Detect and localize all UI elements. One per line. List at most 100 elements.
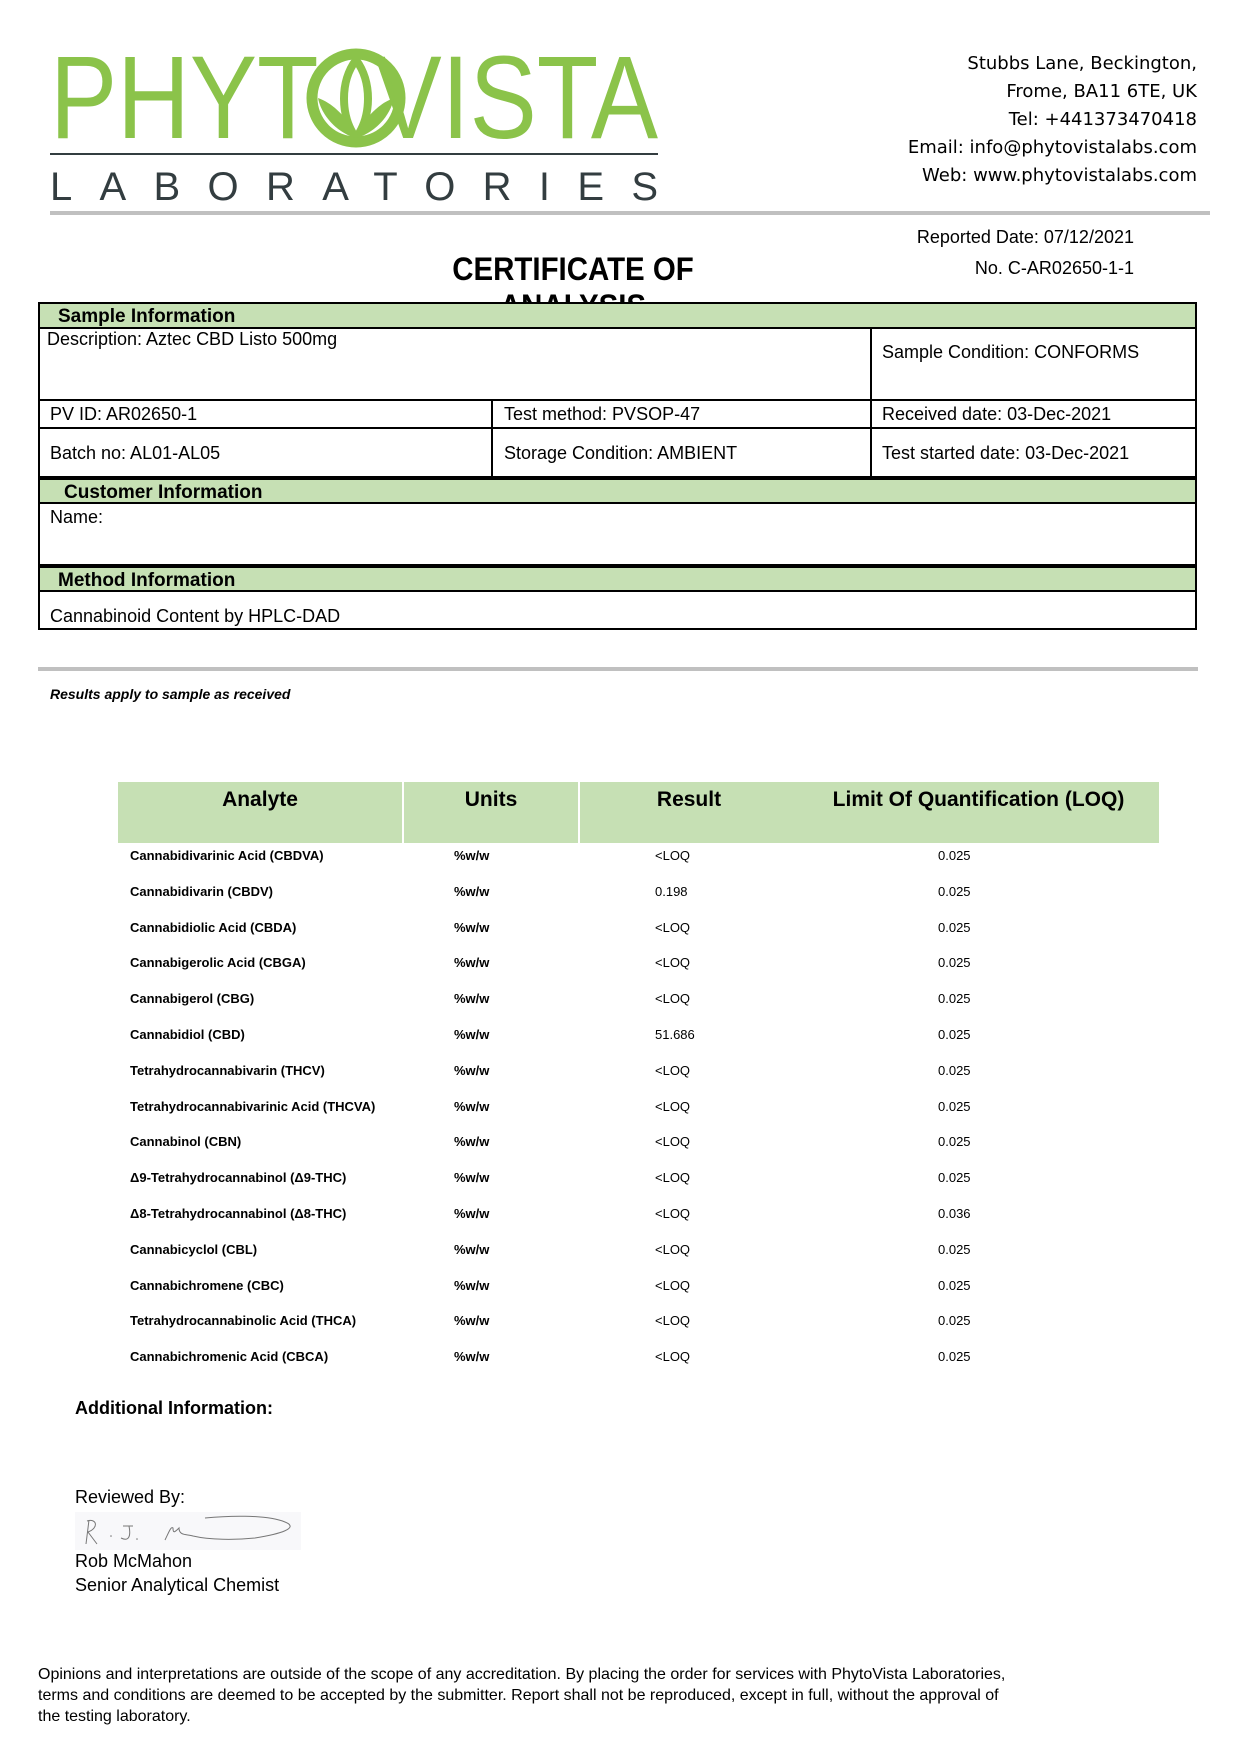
method-info-header: Method Information [38,566,1197,592]
test-method: Test method: PVSOP-47 [504,404,701,424]
analyte-loq: 0.025 [938,955,971,971]
customer-info-box [38,502,1197,566]
analyte-name: Cannabicyclol (CBL) [130,1241,258,1257]
analyte-loq: 0.025 [938,1134,971,1150]
analyte-name: Δ8-Tetrahydrocannabinol (Δ8-THC) [130,1206,347,1221]
analyte-name: Cannabinol (CBN) [130,1134,242,1150]
reviewed-by-label: Reviewed By: [75,1487,186,1507]
table-row: Δ9-Tetrahydrocannabinol (Δ9-THC) %w/w <LOQ… [118,1170,1158,1206]
table-row: Cannabidivarinic Acid (CBDVA) %w/w <LOQ 0.0… [118,848,1158,884]
analyte-result: 51.686 [655,1027,695,1042]
footer-line: Opinions and interpretations are outside… [38,1666,1006,1683]
analyte-units: %w/w [454,919,490,935]
lab-address: Stubbs Lane, Beckington, Frome, BA11 6TE… [908,50,1197,190]
footer-disclaimer: Opinions and interpretations are outside… [38,1664,1138,1727]
reviewer-title: Senior Analytical Chemist [75,1575,280,1595]
table-row: Cannabidiol (CBD) %w/w 51.686 0.025 [118,1027,1158,1063]
method-info-box [38,590,1197,630]
received-date: Received date: 03-Dec-2021 [882,404,1112,424]
table-row: Cannabichromenic Acid (CBCA) %w/w <LOQ 0.02… [118,1349,1158,1385]
col-header-units: Units [404,782,578,843]
analyte-name: Cannabichromene (CBC) [130,1277,284,1293]
table-row: Cannabicyclol (CBL) %w/w <LOQ 0.025 [118,1242,1158,1278]
analyte-units: %w/w [454,955,490,971]
table-row: Cannabidiolic Acid (CBDA) %w/w <LOQ 0.025 [118,920,1158,956]
analyte-name: Cannabigerolic Acid (CBGA) [130,955,306,971]
analyte-units: %w/w [454,1027,490,1042]
analyte-loq: 0.025 [938,1170,971,1186]
analyte-units: %w/w [454,1134,490,1150]
analyte-name: Cannabidivarinic Acid (CBDVA) [130,848,324,863]
reported-date: Reported Date: 07/12/2021 [916,227,1134,247]
analyte-result: <LOQ [655,1206,691,1221]
analyte-units: %w/w [454,848,490,863]
address-tel: Tel: +441373470418 [1008,109,1197,130]
divider [38,399,1197,401]
col-header-loq: Limit Of Quantification (LOQ) [798,782,1159,843]
table-row: Cannabichromene (CBC) %w/w <LOQ 0.025 [118,1278,1158,1314]
analyte-units: %w/w [454,1241,490,1257]
sample-info-box [38,327,1197,478]
analyte-loq: 0.025 [938,848,971,863]
analyte-result: <LOQ [655,955,691,971]
analyte-result: <LOQ [655,848,691,863]
analyte-units: %w/w [454,1313,490,1329]
customer-name: Name: [50,507,104,527]
analyte-loq: 0.036 [938,1206,971,1221]
analyte-units: %w/w [454,1098,490,1114]
logo-subtitle: LABORATORIES [50,165,658,206]
address-web: Web: www.phytovistalabs.com [922,165,1197,186]
analyte-name: Tetrahydrocannabinolic Acid (THCA) [130,1313,357,1329]
analyte-name: Cannabidiol (CBD) [130,1027,245,1042]
table-row: Cannabigerol (CBG) %w/w <LOQ 0.025 [118,991,1158,1027]
batch-no: Batch no: AL01-AL05 [50,443,221,463]
analyte-loq: 0.025 [938,1098,971,1114]
analyte-units: %w/w [454,991,490,1007]
analyte-loq: 0.025 [938,1277,971,1293]
col-header-analyte: Analyte [118,782,402,843]
analyte-loq: 0.025 [938,919,971,935]
section-divider [38,667,1198,671]
table-row: Cannabinol (CBN) %w/w <LOQ 0.025 [118,1134,1158,1170]
analyte-result: <LOQ [655,1134,691,1150]
analyte-name: Cannabigerol (CBG) [130,991,255,1007]
reviewer-name: Rob McMahon [75,1551,193,1571]
analyte-name: Cannabichromenic Acid (CBCA) [130,1349,329,1365]
table-row: Tetrahydrocannabivarinic Acid (THCVA) %w/… [118,1099,1158,1135]
analyte-result: <LOQ [655,1062,691,1078]
analyte-units: %w/w [454,1206,490,1221]
analyte-name: Δ9-Tetrahydrocannabinol (Δ9-THC) [130,1170,347,1186]
analyte-result: <LOQ [655,1170,691,1186]
report-number: No. C-AR02650-1-1 [974,258,1134,278]
analyte-result: <LOQ [655,991,691,1007]
table-row: Δ8-Tetrahydrocannabinol (Δ8-THC) %w/w <LOQ… [118,1206,1158,1242]
analyte-units: %w/w [454,1349,490,1365]
analyte-loq: 0.025 [938,1313,971,1329]
divider [491,399,493,478]
analyte-name: Tetrahydrocannabivarinic Acid (THCVA) [130,1098,376,1114]
analyte-name: Cannabidivarin (CBDV) [130,883,274,899]
address-line2: Frome, BA11 6TE, UK [1006,81,1197,102]
analyte-loq: 0.025 [938,1241,971,1257]
analyte-loq: 0.025 [938,883,971,899]
analyte-result: <LOQ [655,1349,691,1365]
header-divider [50,211,1210,215]
table-row: Tetrahydrocannabivarin (THCV) %w/w <LOQ 0.0… [118,1063,1158,1099]
pv-id: PV ID: AR02650-1 [50,404,198,424]
analyte-result: <LOQ [655,1098,691,1114]
analyte-loq: 0.025 [938,1027,971,1042]
additional-info-label: Additional Information: [75,1398,273,1418]
table-row: Tetrahydrocannabinolic Acid (THCA) %w/w <L… [118,1313,1158,1349]
analyte-loq: 0.025 [938,1349,971,1365]
address-line1: Stubbs Lane, Beckington, [967,53,1197,74]
col-header-result: Result [580,782,798,843]
table-row: Cannabigerolic Acid (CBGA) %w/w <LOQ 0.025 [118,955,1158,991]
address-email: Email: info@phytovistalabs.com [907,137,1197,158]
analyte-units: %w/w [454,1170,490,1186]
analyte-units: %w/w [454,1062,490,1078]
results-note: Results apply to sample as received [50,686,291,702]
customer-info-header: Customer Information [38,478,1197,504]
signature [75,1512,301,1550]
divider [870,327,872,478]
analyte-name: Tetrahydrocannabivarin (THCV) [130,1062,325,1078]
